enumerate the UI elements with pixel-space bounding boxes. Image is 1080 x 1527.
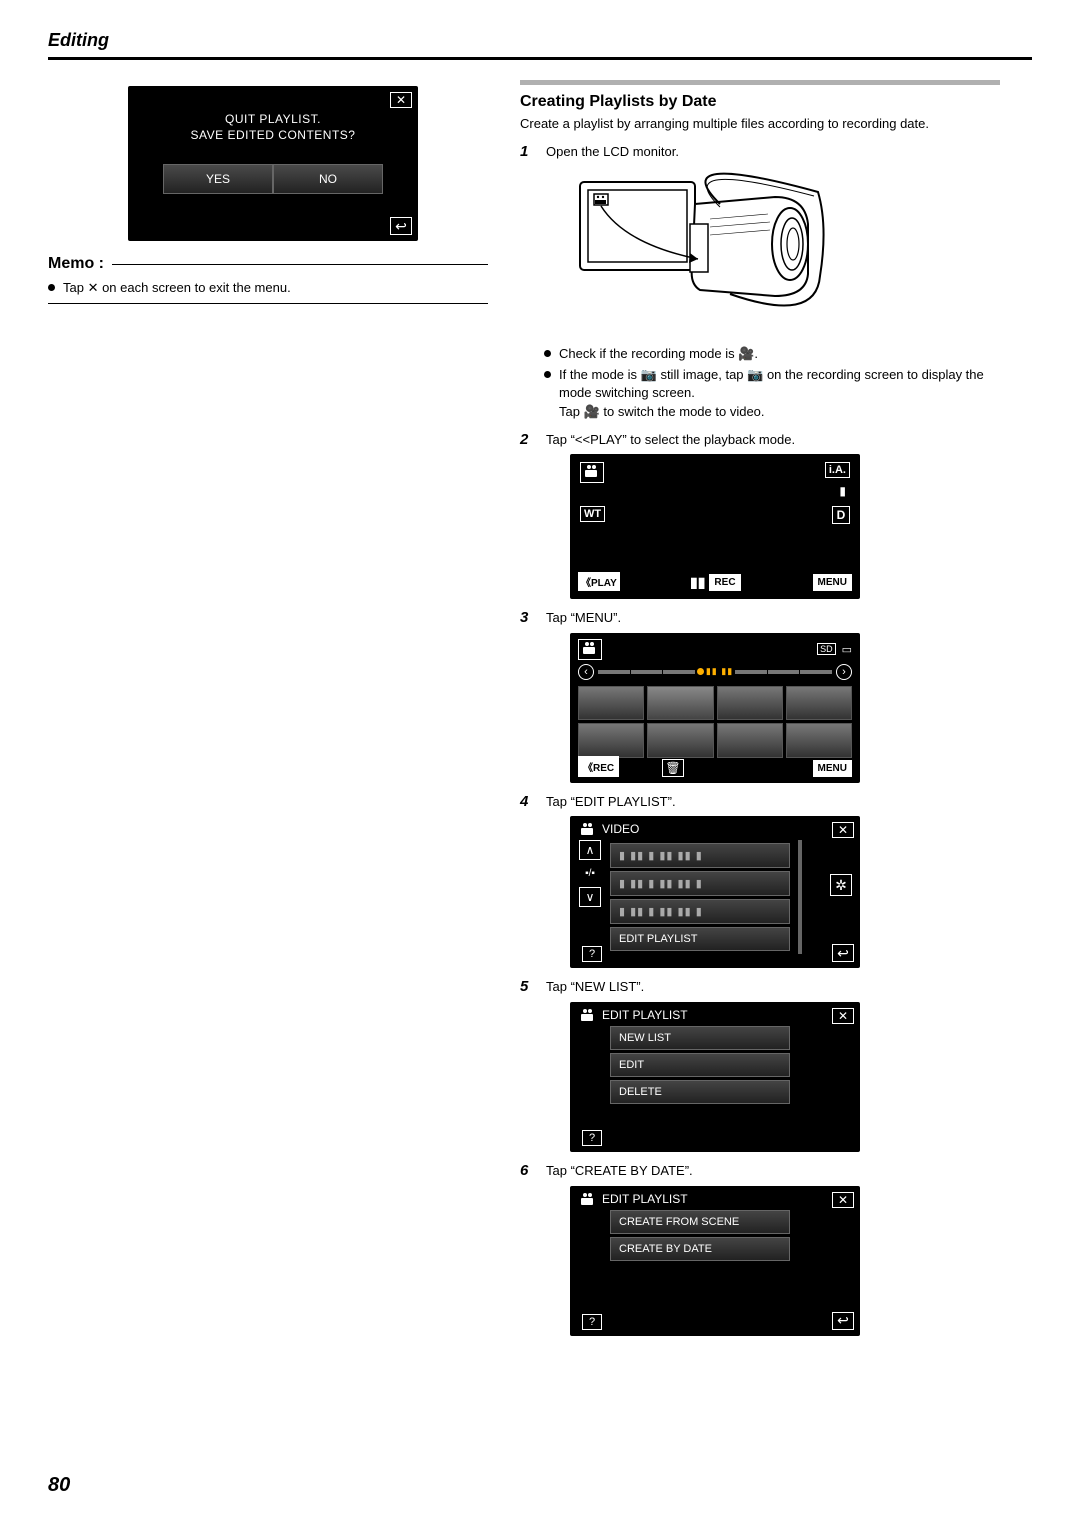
sd-icon: SD (817, 643, 836, 655)
wt-button[interactable]: WT (580, 506, 605, 522)
help-icon[interactable]: ? (582, 946, 602, 962)
step1-bullets: Check if the recording mode is 🎥. If the… (544, 345, 1000, 421)
bullet-icon (48, 284, 55, 291)
page: Editing ✕ QUIT PLAYLIST. SAVE EDITED CON… (0, 0, 1080, 1527)
menu-button[interactable]: MENU (813, 760, 852, 777)
memo-text: Tap ✕ on each screen to exit the menu. (63, 279, 291, 297)
thumbnail[interactable] (578, 723, 644, 758)
trash-icon[interactable]: 🗑 (662, 759, 684, 777)
section-bar (520, 80, 1000, 85)
gear-icon[interactable]: ✲ (830, 874, 852, 896)
thumbnail[interactable] (786, 686, 852, 721)
header-rule (48, 57, 1032, 60)
video-mode-icon[interactable] (578, 639, 602, 660)
menu-title: EDIT PLAYLIST (602, 1008, 688, 1022)
step-2: 2 Tap “<<PLAY” to select the playback mo… (520, 431, 1000, 449)
playback-index-screen: SD ▭ ‹ ▮▮ ▮▮ › (570, 633, 860, 783)
menu-title: VIDEO (602, 822, 639, 836)
create-options-menu: EDIT PLAYLIST ✕ CREATE FROM SCENE CREATE… (570, 1186, 860, 1336)
dialog-line2: SAVE EDITED CONTENTS? (128, 128, 418, 142)
back-icon[interactable]: ↩ (390, 217, 412, 235)
step-6: 6 Tap “CREATE BY DATE”. (520, 1162, 1000, 1180)
d-button[interactable]: D (832, 506, 850, 524)
menu-item[interactable]: ▮ ▮▮ ▮ ▮▮ ▮▮ ▮ (610, 899, 790, 924)
play-button[interactable]: 《PLAY (581, 578, 617, 589)
memo-label: Memo : (48, 255, 104, 273)
step-number: 1 (520, 143, 536, 161)
help-icon[interactable]: ? (582, 1130, 602, 1146)
thumbnail[interactable] (647, 723, 713, 758)
menu-item-create-from-scene[interactable]: CREATE FROM SCENE (610, 1210, 790, 1234)
menu-item[interactable]: ▮ ▮▮ ▮ ▮▮ ▮▮ ▮ (610, 843, 790, 868)
battery-icon: ▭ (842, 643, 852, 656)
back-icon[interactable]: ↩ (832, 1312, 854, 1330)
video-mode-icon[interactable] (580, 462, 604, 483)
page-number: 80 (48, 1474, 70, 1497)
thumbnail[interactable] (578, 686, 644, 721)
rec-button[interactable]: 《REC (578, 756, 619, 777)
camcorder-illustration (570, 164, 1000, 339)
thumbnail[interactable] (647, 686, 713, 721)
quit-playlist-dialog: ✕ QUIT PLAYLIST. SAVE EDITED CONTENTS? Y… (128, 86, 418, 241)
columns: ✕ QUIT PLAYLIST. SAVE EDITED CONTENTS? Y… (48, 80, 1032, 1340)
thumbnail[interactable] (717, 723, 783, 758)
menu-item[interactable]: ▮ ▮▮ ▮ ▮▮ ▮▮ ▮ (610, 871, 790, 896)
video-icon (580, 1193, 596, 1205)
memo-heading: Memo : (48, 255, 488, 273)
step-5: 5 Tap “NEW LIST”. (520, 978, 1000, 996)
step-text: Open the LCD monitor. (546, 143, 679, 161)
close-icon[interactable]: ✕ (390, 92, 412, 108)
menu-item-new-list[interactable]: NEW LIST (610, 1026, 790, 1050)
thumbnail[interactable] (786, 723, 852, 758)
video-icon (580, 1009, 596, 1021)
column-right: Creating Playlists by Date Create a play… (520, 80, 1000, 1340)
dialog-line1: QUIT PLAYLIST. (128, 112, 418, 126)
close-icon[interactable]: ✕ (832, 1192, 854, 1208)
recording-screen: i.A. ▮ WT D 《PLAY ▮▮ REC MENU (570, 454, 860, 599)
menu-item-edit-playlist[interactable]: EDIT PLAYLIST (610, 927, 790, 951)
menu-title: EDIT PLAYLIST (602, 1192, 688, 1206)
video-menu-screen: VIDEO ✕ ∧ ▪/▪ ∨ ▮ ▮▮ ▮ ▮▮ ▮▮ ▮ ▮ ▮▮ ▮ ▮▮… (570, 816, 860, 968)
person-icon: ▮ (839, 484, 846, 498)
page-indicator: ▪/▪ (585, 868, 595, 879)
bullet-text: If the mode is 📷 still image, tap 📷 on t… (559, 366, 1000, 421)
step-4: 4 Tap “EDIT PLAYLIST”. (520, 793, 1000, 811)
column-left: ✕ QUIT PLAYLIST. SAVE EDITED CONTENTS? Y… (48, 80, 488, 1340)
pause-icon: ▮▮ (690, 574, 705, 591)
prev-icon[interactable]: ‹ (578, 664, 594, 680)
close-icon[interactable]: ✕ (832, 822, 854, 838)
edit-playlist-menu: EDIT PLAYLIST ✕ NEW LIST EDIT DELETE ? (570, 1002, 860, 1152)
menu-button[interactable]: MENU (813, 574, 852, 591)
help-icon[interactable]: ? (582, 1314, 602, 1330)
thumbnail[interactable] (717, 686, 783, 721)
page-header: Editing (48, 30, 1032, 51)
step-3: 3 Tap “MENU”. (520, 609, 1000, 627)
no-button[interactable]: NO (273, 164, 383, 194)
close-icon[interactable]: ✕ (832, 1008, 854, 1024)
scrollbar[interactable] (798, 840, 802, 954)
yes-button[interactable]: YES (163, 164, 273, 194)
down-icon[interactable]: ∨ (579, 887, 601, 907)
next-icon[interactable]: › (836, 664, 852, 680)
back-icon[interactable]: ↩ (832, 944, 854, 962)
ia-badge: i.A. (825, 462, 850, 478)
section-title: Creating Playlists by Date (520, 93, 1000, 111)
menu-item-delete[interactable]: DELETE (610, 1080, 790, 1104)
bullet-text: Check if the recording mode is 🎥. (559, 345, 758, 363)
rec-button[interactable]: REC (709, 574, 740, 591)
up-icon[interactable]: ∧ (579, 840, 601, 860)
menu-item-create-by-date[interactable]: CREATE BY DATE (610, 1237, 790, 1261)
menu-item-edit[interactable]: EDIT (610, 1053, 790, 1077)
step-1: 1 Open the LCD monitor. (520, 143, 1000, 161)
video-icon (580, 823, 596, 835)
intro-text: Create a playlist by arranging multiple … (520, 115, 1000, 133)
